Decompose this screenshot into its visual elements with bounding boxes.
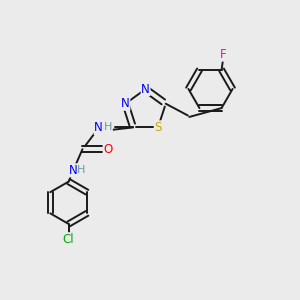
Text: H: H — [77, 165, 86, 176]
Text: F: F — [220, 48, 226, 61]
Text: N: N — [69, 164, 77, 177]
Text: N: N — [121, 97, 130, 110]
Text: Cl: Cl — [63, 233, 74, 246]
Text: O: O — [103, 143, 113, 156]
Text: S: S — [154, 121, 162, 134]
Text: H: H — [98, 125, 106, 135]
Text: N: N — [94, 122, 103, 134]
Text: N: N — [141, 82, 150, 95]
Text: H: H — [104, 122, 112, 132]
